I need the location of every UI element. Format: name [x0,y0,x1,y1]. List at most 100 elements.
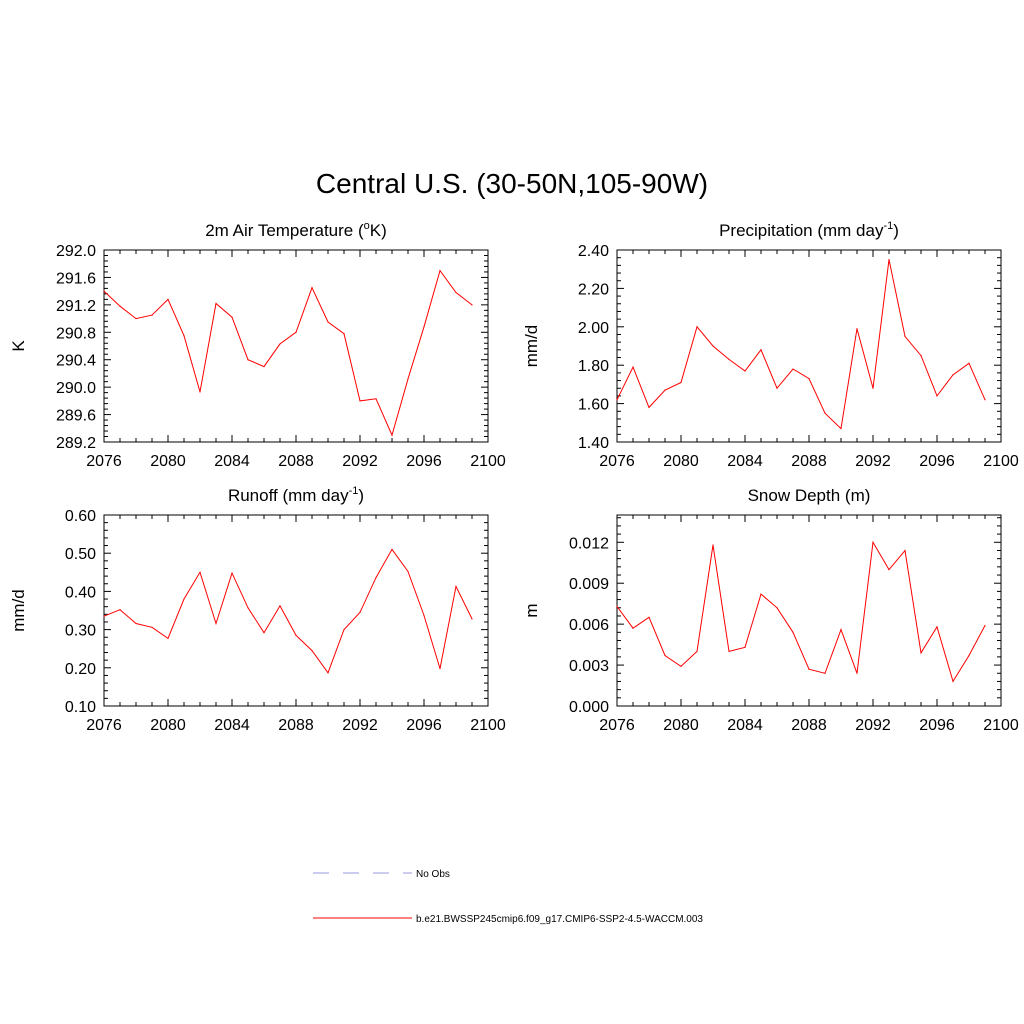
data-point-2079 [151,626,153,628]
data-point-2083 [215,622,217,625]
data-point-2079 [664,389,666,391]
x-tick-label-2096: 2096 [406,453,442,470]
data-point-2099 [984,399,986,401]
y-tick-label-289_2: 289.2 [56,435,96,452]
data-point-2089 [311,650,313,652]
data-point-2077 [632,366,634,368]
data-point-2078 [135,317,137,320]
plot-frame [616,249,1002,443]
y-tick-label-0_10: 0.10 [65,699,96,716]
data-point-2086 [776,607,778,609]
data-point-2091 [343,629,345,631]
y-tick-label-2_00: 2.00 [578,320,609,337]
panel-title-text: 2m Air Temperature ( [205,221,364,240]
plot-frame [103,514,489,707]
y-tick-label-291_6: 291.6 [56,270,96,287]
x-tick-label-2100: 2100 [470,453,506,470]
y-tick-label-0_000: 0.000 [569,699,609,716]
data-point-2092 [872,541,874,543]
data-point-2098 [968,362,970,364]
data-point-2095 [920,652,922,654]
data-point-2080 [167,298,169,300]
x-tick-label-2088: 2088 [278,453,314,470]
x-tick-label-2084: 2084 [727,453,763,470]
panel-title: 2m Air Temperature (oK) [205,220,387,240]
y-tick-label-0_006: 0.006 [569,617,609,634]
data-point-2084 [231,316,233,318]
y-tick-label-1_60: 1.60 [578,397,609,414]
data-point-2083 [728,358,730,361]
data-point-2088 [808,378,810,380]
data-point-2082 [712,544,714,546]
y-tick-label-292_0: 292.0 [56,243,96,260]
x-tick-label-2080: 2080 [663,453,699,470]
data-point-2096 [936,626,938,628]
series-line-model [103,269,473,437]
data-point-2084 [744,370,746,372]
data-point-2076 [103,290,105,292]
x-tick-label-2076: 2076 [86,717,122,734]
x-tick-label-2092: 2092 [342,717,378,734]
data-point-2083 [728,650,730,653]
data-point-2090 [840,427,842,430]
x-tick-label-2100: 2100 [470,717,506,734]
data-point-2086 [263,365,265,368]
data-point-2089 [824,672,826,674]
data-point-2092 [359,611,361,614]
x-tick-label-2080: 2080 [150,717,186,734]
chart-panel-3: 2076 2080 2084 2088 2092 2096 2100 0.10 0.20 0.30… [9,485,506,734]
plot-frame [103,249,489,443]
data-point-2097 [952,680,954,683]
legend-model-label: b.e21.BWSSP245cmip6.f09_g17.CMIP6-SSP2-4… [416,914,703,925]
x-tick-label-2096: 2096 [919,717,955,734]
x-tick-label-2088: 2088 [791,717,827,734]
data-point-2099 [471,618,473,620]
y-tick-label-1_40: 1.40 [578,435,609,452]
data-point-2087 [792,631,794,633]
x-tick-label-2096: 2096 [406,717,442,734]
x-tick-label-2080: 2080 [663,717,699,734]
data-point-2085 [247,607,249,609]
y-axis-label: mm/d [522,325,541,368]
data-point-2078 [648,406,650,409]
y-tick-label-0_20: 0.20 [65,661,96,678]
data-point-2078 [135,622,137,625]
panel-title-suffix: ) [893,221,899,240]
data-point-2085 [760,349,762,351]
x-tick-label-2092: 2092 [342,453,378,470]
y-tick-label-2_20: 2.20 [578,281,609,298]
panel-title-suffix: ) [358,486,364,505]
x-tick-label-2088: 2088 [791,453,827,470]
data-point-2079 [151,314,153,316]
data-point-2076 [616,399,618,401]
data-point-2098 [455,291,457,294]
x-tick-label-2100: 2100 [983,453,1019,470]
data-point-2096 [423,614,425,617]
panel-title: Precipitation (mm day-1) [719,220,899,240]
data-point-2093 [888,259,890,261]
data-point-2086 [776,387,778,389]
data-point-2082 [199,571,201,573]
data-point-2090 [327,321,329,323]
panel-title: Runoff (mm day-1) [228,485,364,505]
y-tick-label-0_60: 0.60 [65,508,96,525]
figure-title: Central U.S. (30-50N,105-90W) [315,168,709,199]
y-tick-label-0_012: 0.012 [569,535,609,552]
data-point-2078 [648,616,650,618]
data-point-2093 [888,568,890,571]
chart-panel-1: 2076 2080 2084 2088 2092 2096 2100 289.2 289.6 29… [9,220,506,470]
data-point-2088 [295,634,297,636]
y-axis-label: m [522,603,541,617]
data-point-2090 [840,629,842,631]
y-tick-label-1_80: 1.80 [578,358,609,375]
y-tick-label-0_009: 0.009 [569,576,609,593]
panel-title-superscript: -1 [883,220,893,232]
data-point-2085 [760,593,762,595]
panel-title-superscript: o [364,220,370,232]
y-tick-label-290_4: 290.4 [56,353,96,370]
data-point-2087 [279,605,281,607]
data-point-2083 [215,302,217,305]
data-point-2080 [167,637,169,639]
y-tick-label-0_30: 0.30 [65,623,96,640]
series-line-model [103,548,473,674]
